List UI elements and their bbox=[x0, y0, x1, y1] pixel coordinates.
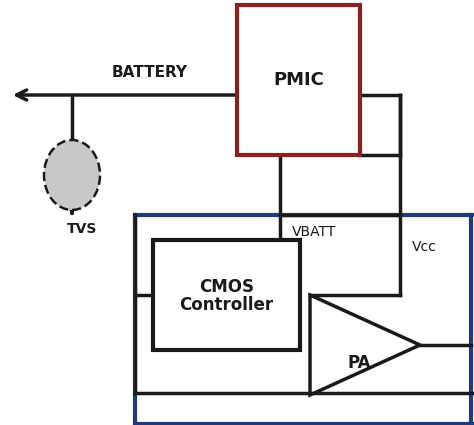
Text: PA: PA bbox=[348, 354, 371, 372]
Text: VBATT: VBATT bbox=[292, 225, 336, 239]
Bar bbox=[153, 240, 300, 350]
Bar bbox=[237, 5, 360, 155]
Text: Controller: Controller bbox=[180, 296, 273, 314]
Text: TVS: TVS bbox=[67, 222, 97, 236]
Text: BATTERY: BATTERY bbox=[112, 65, 188, 80]
Ellipse shape bbox=[44, 140, 100, 210]
Text: Vcc: Vcc bbox=[412, 240, 437, 254]
Text: PMIC: PMIC bbox=[273, 71, 324, 89]
Text: CMOS: CMOS bbox=[199, 278, 254, 296]
